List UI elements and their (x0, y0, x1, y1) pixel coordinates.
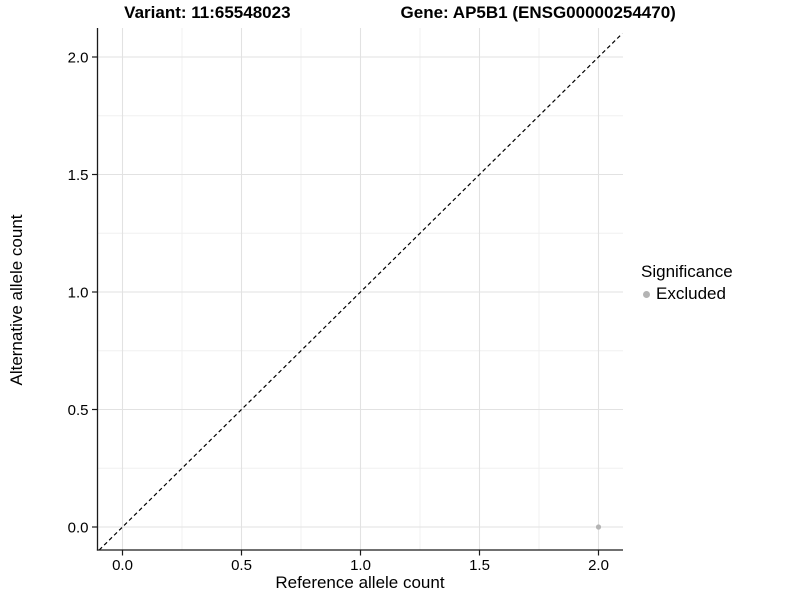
x-tick-label: 1.0 (350, 557, 371, 574)
x-axis-title: Reference allele count (275, 573, 445, 592)
x-tick-label: 0.0 (112, 557, 133, 574)
x-tick-label: 2.0 (588, 557, 609, 574)
y-tick-label: 2.0 (68, 50, 89, 67)
plot-title-variant: Variant: 11:65548023 (124, 3, 291, 22)
legend-key-dot-icon (643, 290, 650, 298)
y-tick-label: 0.5 (68, 402, 89, 419)
legend-item-label: Excluded (656, 284, 726, 303)
x-tick-label: 0.5 (231, 557, 252, 574)
y-tick-label: 1.0 (68, 285, 89, 302)
legend: Significance Excluded (641, 262, 733, 304)
legend-title: Significance (641, 262, 733, 281)
legend-item-excluded: Excluded (641, 284, 733, 304)
plot-title: Variant: 11:65548023 Gene: AP5B1 (ENSG00… (0, 3, 800, 23)
y-tick-label: 0.0 (68, 520, 89, 537)
y-tick-label: 1.5 (68, 167, 89, 184)
data-point (595, 524, 602, 530)
x-tick-label: 1.5 (469, 557, 490, 574)
plot-title-gene: Gene: AP5B1 (ENSG00000254470) (400, 3, 676, 22)
identity-line (98, 33, 623, 551)
